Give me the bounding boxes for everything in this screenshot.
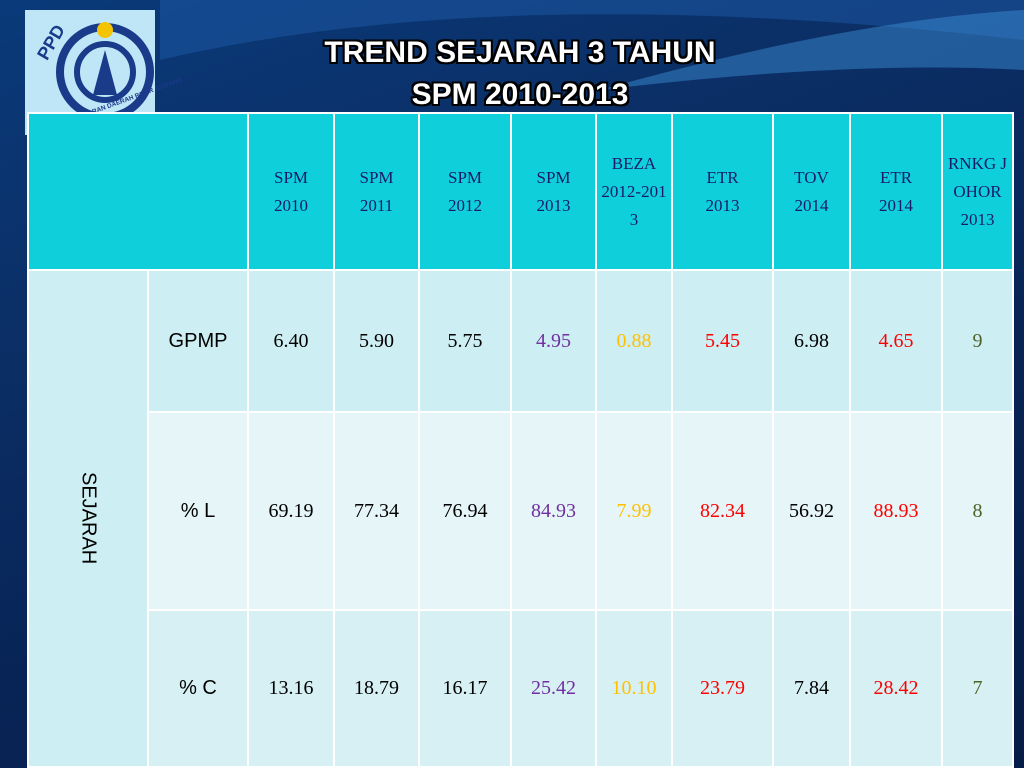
header-cell: BEZA 2012-2013 <box>595 112 673 271</box>
subject-cell: SEJARAH <box>27 269 149 768</box>
cell: 77.34 <box>333 411 420 611</box>
header-cell: SPM 2013 <box>510 112 597 271</box>
cell: 6.40 <box>247 269 335 413</box>
row: % L 69.19 77.34 76.94 84.93 7.99 82.34 56.92 88.… <box>28 411 1014 611</box>
title: SPM 2010-2013 <box>411 78 629 111</box>
cell: 56.92 <box>772 411 851 611</box>
header-cell: ETR 2014 <box>849 112 943 271</box>
row-label: % L <box>147 411 249 611</box>
header-text: SPM <box>447 167 483 187</box>
header-text: SPM <box>536 167 571 187</box>
cell: 69.19 <box>247 411 335 611</box>
cell: 13.16 <box>247 609 335 768</box>
header-text: BEZA <box>611 153 657 173</box>
cell: 7.84 <box>772 609 851 768</box>
header-row: SPM 2010 SPM 2011 SPM 2012 SPM 2013 BEZA 2012-201… <box>27 112 1014 271</box>
title: TREND SEJARAH 3 TAHUN <box>324 36 716 69</box>
header-text: 2013 <box>960 209 995 229</box>
header-cell <box>27 112 249 271</box>
cell: 4.95 <box>510 269 597 413</box>
header-text: 2011 <box>359 195 394 215</box>
header-text: 2013 <box>536 195 571 215</box>
header-cell: SPM 2010 <box>247 112 335 271</box>
header-text: SPM <box>273 167 309 187</box>
header-cell: RNKG JOHOR 2013 <box>941 112 1014 271</box>
cell: 16.17 <box>418 609 512 768</box>
cell: 28.42 <box>849 609 943 768</box>
header-cell: ETR 2013 <box>671 112 774 271</box>
header-text: SPM <box>359 167 394 187</box>
cell: 7 <box>941 609 1014 768</box>
cell: 9 <box>941 269 1014 413</box>
row: SEJARAH GPMP 6.40 5.90 5.75 4.95 0.88 5.45 6.98 4… <box>27 269 1014 768</box>
header-cell: TOV 2014 <box>772 112 851 271</box>
cell: 6.98 <box>772 269 851 413</box>
cell: 82.34 <box>671 411 774 611</box>
header-cell: SPM 2011 <box>333 112 420 271</box>
table: SPM 2010 SPM 2011 SPM 2012 SPM 2013 BEZA 2012-201… <box>27 112 1014 768</box>
cell: 7.99 <box>595 411 673 611</box>
cell: 8 <box>941 411 1014 611</box>
header-text: 2010 <box>274 195 308 215</box>
cell: 23.79 <box>671 609 774 768</box>
row-label: GPMP <box>147 269 249 413</box>
header-text: RNKG JOHOR <box>947 153 1008 201</box>
row-label: % C <box>147 609 249 768</box>
header-text: TOV <box>794 167 829 187</box>
row: % C 13.16 18.79 16.17 25.42 10.10 23.79 7.84 28.… <box>28 609 1014 768</box>
cell: 88.93 <box>849 411 943 611</box>
cell: 25.42 <box>510 609 597 768</box>
cell: 0.88 <box>595 269 673 413</box>
cell: 5.90 <box>333 269 420 413</box>
cell: 76.94 <box>418 411 512 611</box>
cell: 84.93 <box>510 411 597 611</box>
cell: 18.79 <box>333 609 420 768</box>
header-text: 2014 <box>879 195 913 215</box>
cell: 5.75 <box>418 269 512 413</box>
cell: 10.10 <box>595 609 673 768</box>
header-text: 2013 <box>705 195 740 215</box>
header-text: 2012 <box>448 195 482 215</box>
header-text: ETR <box>879 167 913 187</box>
cell: 5.45 <box>671 269 774 413</box>
header-text: 2014 <box>794 195 829 215</box>
cell: 4.65 <box>849 269 943 413</box>
header-cell: SPM 2012 <box>418 112 512 271</box>
header-text: ETR <box>706 167 739 187</box>
header-text: 2012-2013 <box>601 181 667 229</box>
